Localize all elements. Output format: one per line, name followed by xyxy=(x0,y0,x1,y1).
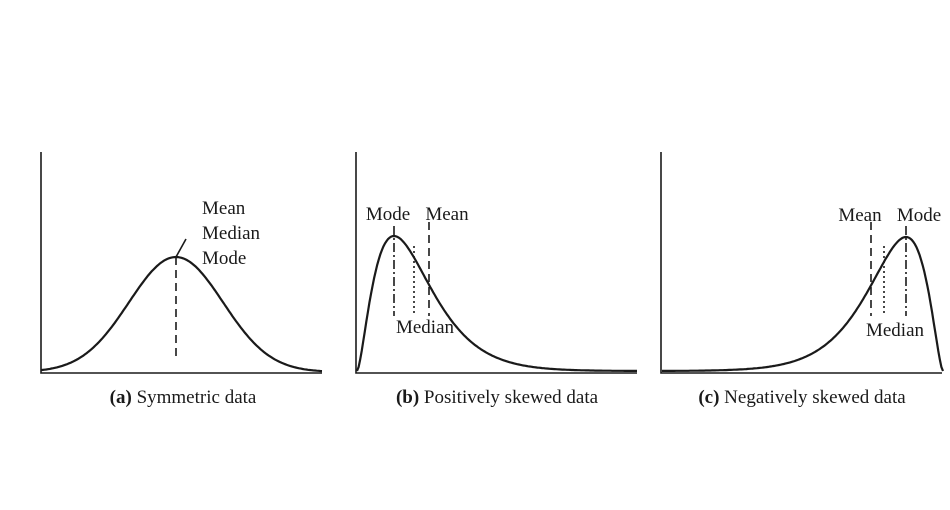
panel-a-median-label: Median xyxy=(202,223,261,244)
panel-a-axes xyxy=(40,152,322,374)
panel-b-curve xyxy=(355,234,637,372)
panel-c-caption-letter: (c) xyxy=(698,387,719,408)
panel-symmetric: Mean Median Mode (a) Symmetric data xyxy=(40,152,323,408)
panel-a-caption-text: Symmetric data xyxy=(137,387,257,408)
panel-b-median-label: Median xyxy=(396,317,455,338)
panel-negative-skew: Mean Mode Median (c) Negatively skewed d… xyxy=(660,152,945,408)
panel-a-mode-label: Mode xyxy=(202,248,246,269)
panel-a-caption: (a) Symmetric data xyxy=(110,387,257,408)
panel-c-caption-text: Negatively skewed data xyxy=(724,387,906,408)
panel-b-mean-label: Mean xyxy=(425,204,469,225)
panel-a-caption-letter: (a) xyxy=(110,387,132,408)
panel-b-mode-label: Mode xyxy=(366,204,410,225)
panel-b-caption-letter: (b) xyxy=(396,387,419,408)
panel-c-curve xyxy=(662,235,945,372)
panel-c-mean-label: Mean xyxy=(838,205,882,226)
panel-c-median-label: Median xyxy=(866,320,925,341)
panel-a-mean-label: Mean xyxy=(202,198,246,219)
panel-b-axes xyxy=(355,152,637,374)
panel-c-caption: (c) Negatively skewed data xyxy=(698,387,906,408)
panel-c-axes xyxy=(660,152,942,374)
panel-a-label-pointer xyxy=(175,238,187,258)
panel-positive-skew: Mode Mean Median (b) Positively skewed d… xyxy=(355,152,637,408)
panel-c-mode-label: Mode xyxy=(897,205,941,226)
panel-b-caption: (b) Positively skewed data xyxy=(396,387,599,408)
panel-a-curve xyxy=(40,255,323,373)
panel-b-caption-text: Positively skewed data xyxy=(424,387,599,408)
